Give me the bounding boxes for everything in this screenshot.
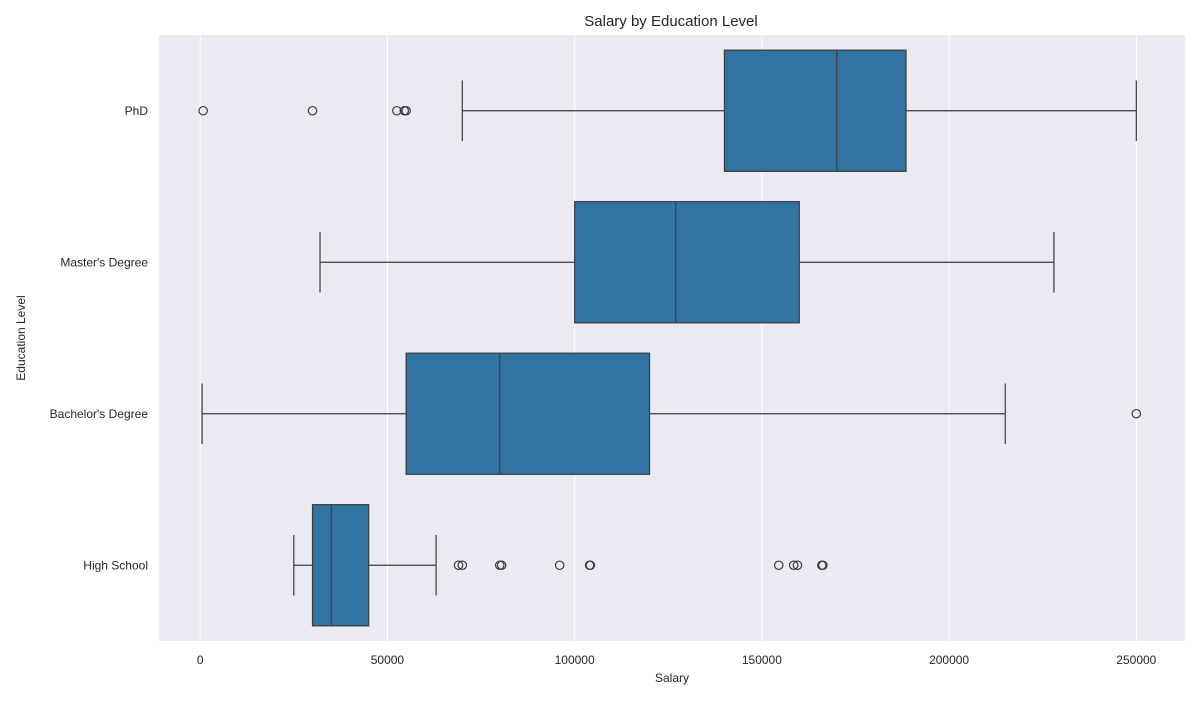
box-group: [293, 504, 828, 627]
box-iqr: [405, 352, 651, 475]
y-tick-label: PhD: [125, 104, 149, 118]
box-group: [201, 352, 1142, 475]
outlier-point: [198, 105, 208, 116]
box-series: [198, 49, 1142, 627]
y-axis-label: Education Level: [14, 295, 28, 380]
outlier-point: [1131, 408, 1142, 419]
outlier-point: [773, 560, 784, 571]
x-axis-label: Salary: [655, 671, 689, 685]
x-tick-label: 200000: [929, 653, 969, 667]
x-tick-label: 150000: [742, 653, 782, 667]
outlier-point: [788, 560, 799, 571]
y-tick-label: Master's Degree: [60, 255, 148, 269]
x-tick-label: 100000: [555, 653, 595, 667]
box-group: [319, 201, 1055, 324]
box-iqr: [723, 49, 907, 172]
box-iqr: [574, 201, 800, 324]
outlier-point: [457, 560, 468, 571]
box-group: [198, 49, 1137, 172]
outlier-point: [818, 560, 828, 571]
y-tick-label: Bachelor's Degree: [50, 407, 149, 421]
x-tick-labels: 0 50000 100000 150000 200000 250000: [197, 653, 1157, 667]
x-tick-label: 0: [197, 653, 204, 667]
outlier-point: [496, 560, 507, 571]
outlier-point: [391, 105, 402, 116]
x-tick-label: 50000: [371, 653, 405, 667]
outlier-point: [585, 560, 596, 571]
outlier-point: [453, 560, 464, 571]
x-tick-label: 250000: [1116, 653, 1156, 667]
y-tick-label: High School: [83, 558, 148, 572]
chart-title: Salary by Education Level: [584, 13, 757, 30]
outlier-point: [792, 560, 803, 571]
outlier-point: [554, 560, 565, 571]
outlier-point: [401, 105, 411, 116]
outlier-point: [307, 105, 318, 116]
y-tick-labels: PhD Master's Degree Bachelor's Degree High …: [50, 104, 149, 573]
box-iqr: [311, 504, 370, 627]
